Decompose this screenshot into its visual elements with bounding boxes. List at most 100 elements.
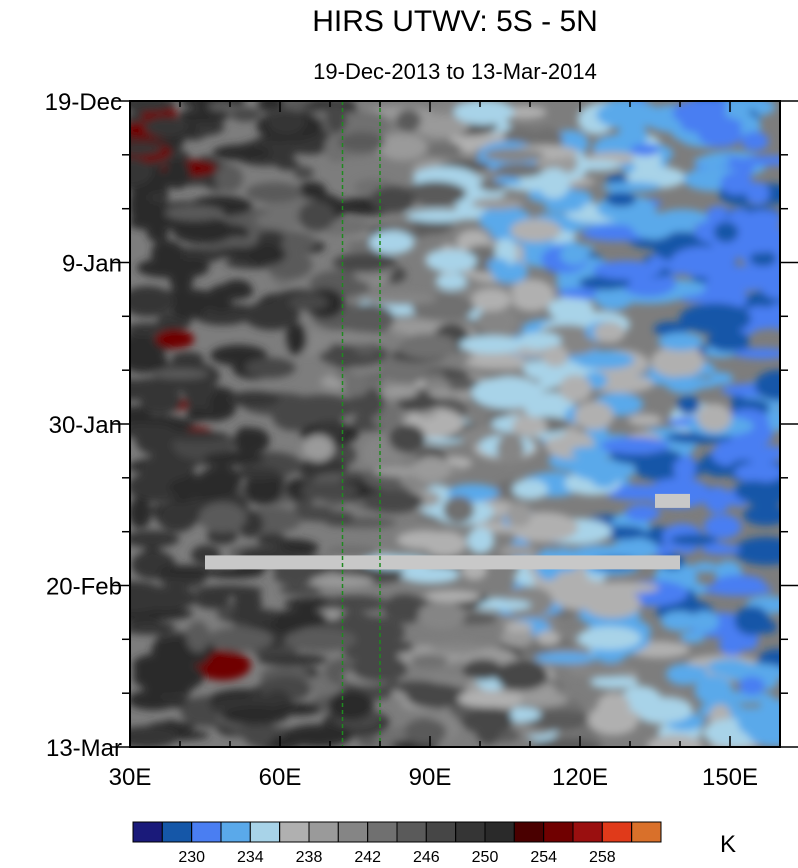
field-patch — [697, 404, 732, 433]
field-patch — [364, 490, 424, 513]
field-patch — [704, 583, 772, 596]
field-patch — [733, 537, 798, 565]
field-patch — [479, 600, 531, 610]
colorbar-swatch — [162, 822, 191, 842]
field-patch — [298, 201, 335, 231]
chart-title: HIRS UTWV: 5S - 5N — [312, 5, 598, 38]
field-patch — [559, 375, 592, 402]
field-patch — [135, 586, 198, 610]
field-patch — [512, 416, 548, 436]
field-patch — [370, 186, 415, 212]
field-patch — [677, 396, 700, 415]
field-patch — [310, 575, 374, 587]
colorbar-swatch — [544, 822, 573, 842]
field-patch — [421, 691, 449, 701]
field-patch — [276, 159, 300, 170]
field-patch — [140, 385, 182, 414]
field-patch — [594, 322, 626, 343]
field-patch — [625, 504, 660, 521]
x-tick-label: 150E — [702, 764, 758, 791]
field-patch — [155, 330, 194, 349]
field-patch — [418, 601, 465, 629]
field-patch — [424, 380, 451, 393]
field-patch — [472, 289, 512, 311]
colorbar-label: 230 — [178, 849, 205, 863]
field-patch — [496, 661, 549, 691]
field-patch — [602, 182, 661, 192]
field-patch — [186, 621, 209, 653]
field-patch — [246, 182, 303, 202]
field-patch — [404, 719, 446, 745]
field-patch — [221, 705, 288, 725]
field-patch — [413, 456, 452, 482]
field-patch — [759, 699, 790, 718]
field-patch — [380, 386, 418, 399]
field-patch — [681, 116, 742, 134]
field-patch — [285, 628, 357, 651]
field-patch — [128, 497, 151, 528]
colorbar-swatch — [632, 822, 661, 842]
field-patch — [199, 502, 247, 532]
field-patch — [735, 481, 774, 502]
field-patch — [734, 348, 790, 359]
field-patch — [436, 272, 468, 290]
y-tick-label: 13-Mar — [46, 735, 122, 762]
y-tick-label: 19-Dec — [45, 89, 122, 116]
field-patch — [151, 369, 209, 379]
y-tick-label: 9-Jan — [62, 251, 122, 278]
field-patch — [536, 631, 560, 645]
x-tick-label: 60E — [259, 764, 302, 791]
colorbar-units-label: K — [720, 831, 736, 858]
field-patch — [743, 505, 789, 526]
field-patch — [578, 626, 642, 649]
field-patch — [719, 634, 745, 656]
field-patch — [487, 259, 510, 272]
colorbar-swatch — [602, 822, 631, 842]
field-patch — [214, 247, 267, 258]
field-patch — [666, 664, 703, 685]
field-patch — [630, 144, 659, 156]
field-patch — [476, 308, 517, 335]
colorbar-swatch — [338, 822, 367, 842]
field-patch — [212, 145, 272, 161]
field-patch — [228, 391, 280, 407]
field-patch — [571, 447, 606, 458]
field-patch — [300, 482, 359, 500]
field-patch — [569, 457, 619, 479]
field-patch — [605, 192, 636, 207]
field-patch — [119, 424, 165, 438]
field-patch — [302, 435, 334, 462]
field-patch — [237, 428, 270, 454]
field-patch — [208, 101, 235, 112]
colorbar-label: 258 — [589, 849, 616, 863]
field-patch — [182, 376, 216, 402]
field-patch — [666, 376, 702, 393]
colorbar-swatch — [221, 822, 250, 842]
field-patch — [171, 352, 204, 365]
field-patch — [141, 655, 208, 667]
colorbar-swatch — [280, 822, 309, 842]
field-patch — [211, 297, 232, 312]
field-patch — [600, 437, 669, 454]
field-patch — [285, 324, 307, 355]
field-patch — [670, 534, 718, 545]
field-patch — [165, 158, 191, 189]
colorbar-swatch — [397, 822, 426, 842]
field-patch — [328, 690, 374, 720]
field-patch — [396, 109, 421, 131]
field-patch — [119, 95, 176, 112]
field-patch — [472, 198, 524, 210]
field-patch — [472, 377, 543, 409]
field-patch — [597, 693, 630, 721]
field-patch — [505, 622, 533, 633]
field-patch — [399, 333, 458, 358]
field-patch — [208, 627, 273, 652]
field-patch — [574, 401, 614, 430]
y-tick-label: 30-Jan — [49, 412, 122, 439]
field-patch — [583, 589, 641, 618]
field-patch — [144, 117, 189, 137]
colorbar-swatch — [368, 822, 397, 842]
field-patch — [628, 414, 662, 426]
field-patch — [538, 168, 569, 199]
